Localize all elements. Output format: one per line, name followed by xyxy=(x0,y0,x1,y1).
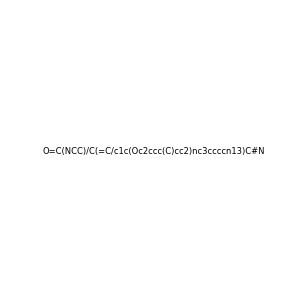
Text: O=C(NCC)/C(=C/c1c(Oc2ccc(C)cc2)nc3ccccn13)C#N: O=C(NCC)/C(=C/c1c(Oc2ccc(C)cc2)nc3ccccn1… xyxy=(43,147,265,156)
